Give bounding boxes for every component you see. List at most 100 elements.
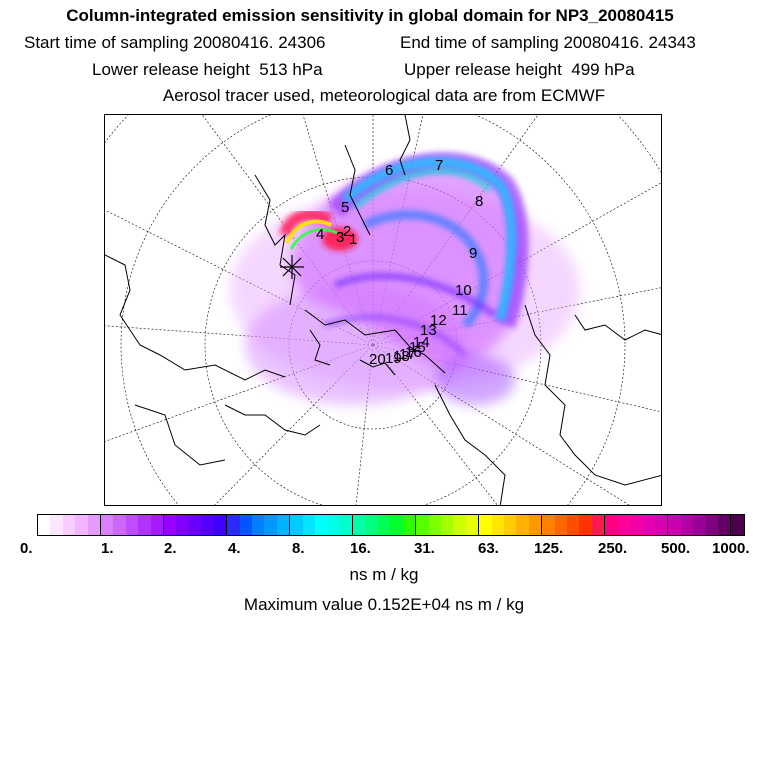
colorbar-swatch: [717, 515, 732, 535]
colorbar-swatch: [101, 515, 114, 535]
colorbar-swatch: [314, 515, 328, 535]
day-marker: 13: [420, 322, 437, 339]
colorbar-swatch: [491, 515, 505, 535]
colorbar-tick-label: 4.: [228, 540, 241, 557]
colorbar-swatch: [201, 515, 214, 535]
sensitivity-plume: [230, 152, 580, 405]
day-marker: 4: [316, 226, 324, 243]
release-point-x: [280, 255, 304, 279]
colorbar-swatch: [227, 515, 240, 535]
colorbar-swatch: [554, 515, 568, 535]
day-marker: 2: [343, 223, 351, 240]
colorbar-swatch: [50, 515, 63, 535]
colorbar-swatch: [642, 515, 655, 535]
colorbar-swatch: [377, 515, 391, 535]
day-marker: 14: [413, 334, 430, 351]
colorbar-swatch: [87, 515, 102, 535]
day-marker: 3: [336, 229, 344, 246]
day-marker: 15: [409, 339, 426, 356]
day-marker: 1: [349, 231, 357, 248]
colorbar-swatch: [113, 515, 126, 535]
colorbar-swatch: [654, 515, 669, 535]
colorbar-swatch: [188, 515, 202, 535]
colorbar-swatch: [251, 515, 265, 535]
colorbar-swatch: [453, 515, 466, 535]
colorbar-swatch: [516, 515, 529, 535]
colorbar-swatch: [465, 515, 480, 535]
day-marker: 19: [385, 350, 402, 367]
colorbar-swatch: [125, 515, 139, 535]
colorbar-swatch: [680, 515, 694, 535]
colorbar-swatch: [605, 515, 618, 535]
colorbar: [37, 514, 745, 536]
colorbar-swatch: [339, 515, 354, 535]
day-marker: 5: [341, 199, 349, 216]
colorbar-swatch: [579, 515, 592, 535]
colorbar-swatch: [327, 515, 340, 535]
colorbar-swatch: [479, 515, 492, 535]
colorbar-swatch: [504, 515, 517, 535]
day-marker: 12: [430, 312, 447, 329]
colorbar-tick-label: 1000.: [712, 540, 750, 557]
colorbar-tick-label: 1.: [101, 540, 114, 557]
day-marker: 8: [475, 193, 483, 210]
colorbar-swatch: [264, 515, 277, 535]
colorbar-tick-label: 63.: [478, 540, 499, 557]
colorbar-swatch: [176, 515, 189, 535]
colorbar-swatch: [693, 515, 706, 535]
colorbar-swatch: [441, 515, 454, 535]
colorbar-swatch: [276, 515, 291, 535]
colorbar-tick-label: 0.: [20, 540, 33, 557]
coastlines: [105, 115, 661, 505]
upper-release-height: Upper release height 499 hPa: [404, 60, 635, 79]
plot-title: Column-integrated emission sensitivity i…: [66, 6, 674, 25]
colorbar-swatch: [668, 515, 681, 535]
day-marker: 6: [385, 162, 393, 179]
colorbar-swatch: [416, 515, 429, 535]
day-marker: 18: [393, 348, 410, 365]
colorbar-swatch: [591, 515, 606, 535]
day-marker: 20: [369, 351, 386, 368]
colorbar-swatch: [567, 515, 580, 535]
tracer-info: Aerosol tracer used, meteorological data…: [162, 86, 606, 105]
colorbar-swatch: [164, 515, 177, 535]
start-time: Start time of sampling 20080416. 24306: [24, 33, 326, 52]
colorbar-swatch: [390, 515, 403, 535]
colorbar-swatch: [290, 515, 303, 535]
colorbar-tick-label: 8.: [292, 540, 305, 557]
day-marker: 7: [435, 157, 443, 174]
lower-release-height: Lower release height 513 hPa: [92, 60, 323, 79]
colorbar-swatch: [428, 515, 441, 535]
day-marker: 11: [452, 302, 468, 319]
colorbar-tick-label: 2.: [164, 540, 177, 557]
colorbar-tick-label: 250.: [598, 540, 628, 557]
colorbar-swatch: [365, 515, 378, 535]
day-marker: 9: [469, 245, 477, 262]
day-markers: 1 2 3 4 5 6 7 8 9 10 11 12 13 14 15 16 1…: [316, 157, 483, 368]
colorbar-swatch: [150, 515, 165, 535]
colorbar-swatch: [213, 515, 228, 535]
colorbar-swatch: [402, 515, 417, 535]
colorbar-swatch: [617, 515, 631, 535]
end-time: End time of sampling 20080416. 24343: [400, 33, 696, 52]
colorbar-swatch: [302, 515, 315, 535]
day-marker: 17: [399, 346, 416, 363]
day-marker: 16: [405, 344, 422, 361]
colorbar-unit: ns m / kg: [349, 565, 419, 584]
colorbar-tick-label: 31.: [414, 540, 435, 557]
colorbar-swatch: [353, 515, 366, 535]
day-marker: 10: [455, 282, 472, 299]
colorbar-swatch: [75, 515, 88, 535]
colorbar-tick-label: 16.: [350, 540, 371, 557]
colorbar-swatch: [705, 515, 718, 535]
colorbar-swatch: [138, 515, 151, 535]
colorbar-swatch: [630, 515, 643, 535]
colorbar-swatch: [528, 515, 543, 535]
colorbar-swatch: [731, 515, 744, 535]
colorbar-swatch: [239, 515, 252, 535]
emission-sensitivity-map: 1 2 3 4 5 6 7 8 9 10 11 12 13 14 15 16 1…: [104, 114, 662, 506]
colorbar-swatch: [38, 515, 51, 535]
colorbar-swatch: [542, 515, 555, 535]
map-canvas: 1 2 3 4 5 6 7 8 9 10 11 12 13 14 15 16 1…: [105, 115, 661, 505]
maximum-value: Maximum value 0.152E+04 ns m / kg: [243, 595, 525, 614]
